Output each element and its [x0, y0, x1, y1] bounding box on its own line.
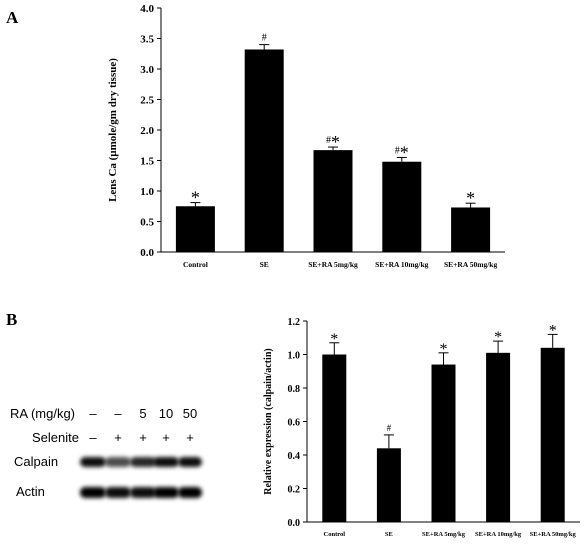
ra-dose-value: 5: [139, 406, 146, 421]
y-tick-label: 0.4: [288, 451, 301, 462]
bar: [376, 448, 401, 522]
actin-band: [80, 487, 106, 498]
ra-dose-value: –: [89, 406, 97, 421]
bar: [486, 352, 511, 522]
significance-marker: #*: [395, 142, 409, 162]
ra-dose-value: 10: [159, 406, 173, 421]
calpain-band: [178, 457, 202, 467]
y-axis-label: Lens Ca (µmole/gm dry tissue): [107, 58, 119, 202]
bar: [540, 347, 565, 522]
y-tick-label: 1.0: [288, 351, 301, 362]
ra-dose-value: –: [114, 406, 122, 421]
y-tick-label: 1.5: [140, 156, 154, 168]
y-tick-label: 0.5: [140, 217, 154, 229]
x-category-label: SE+RA 5mg/kg: [422, 531, 466, 538]
selenite-row-label: Selenite: [32, 430, 79, 445]
x-category-label: Control: [183, 260, 208, 269]
y-tick-label: 0.0: [288, 518, 301, 529]
y-tick-label: 1.2: [288, 317, 301, 328]
panel-b-label: B: [6, 310, 17, 329]
y-tick-label: 0.0: [140, 247, 154, 259]
x-category-label: SE+RA 5mg/kg: [308, 260, 358, 269]
selenite-value: –: [89, 430, 97, 445]
calpain-expression-chart: 0.0 0.2 0.4 0.6 0.8 1.0 1.2 Relative expression…: [263, 317, 580, 538]
actin-band: [178, 487, 202, 498]
significance-marker: #*: [326, 132, 340, 152]
actin-band: [153, 487, 179, 498]
lens-calcium-chart: 0.0 0.5 1.0 1.5 2.0 2.5 3.0 3.5 4.0 Lens Ca (µmol…: [107, 3, 505, 269]
y-tick-label: 0.6: [288, 418, 301, 429]
calpain-band: [153, 457, 179, 467]
significance-marker: *: [440, 341, 448, 358]
bar: [175, 206, 215, 252]
bar: [451, 207, 491, 252]
x-category-label: SE+RA 10mg/kg: [475, 531, 522, 538]
significance-marker: #: [387, 423, 392, 433]
significance-marker: *: [494, 329, 502, 346]
y-tick-label: 0.8: [288, 384, 301, 395]
selenite-value: +: [162, 430, 170, 445]
ra-dose-value: 50: [183, 406, 197, 421]
ra-row-label: RA (mg/kg): [10, 406, 75, 421]
calpain-band-label: Calpain: [14, 454, 58, 469]
x-category-label: SE+RA 50mg/kg: [530, 531, 577, 538]
selenite-value: +: [139, 430, 147, 445]
y-tick-label: 0.2: [288, 485, 301, 496]
bar: [431, 364, 456, 522]
bar: [322, 354, 347, 522]
y-tick-label: 4.0: [140, 3, 154, 15]
y-tick-label: 3.0: [140, 64, 154, 76]
bar: [244, 49, 284, 253]
actin-band: [130, 487, 156, 498]
y-tick-label: 1.0: [140, 186, 154, 198]
actin-band: [105, 487, 131, 498]
calpain-band: [80, 457, 106, 467]
significance-marker: #: [262, 33, 267, 44]
significance-marker: *: [549, 322, 557, 339]
bar: [313, 150, 353, 252]
selenite-value: +: [114, 430, 122, 445]
calpain-band: [105, 457, 131, 467]
bar: [382, 161, 422, 252]
actin-band-label: Actin: [16, 484, 45, 499]
x-category-label: SE+RA 50mg/kg: [444, 260, 497, 269]
western-blot: RA (mg/kg) Selenite Calpain Actin – – 5 10 5…: [10, 406, 202, 499]
x-category-label: SE: [260, 260, 269, 269]
y-tick-label: 2.5: [140, 95, 154, 107]
significance-marker: *: [191, 188, 200, 208]
panel-a-label: A: [6, 8, 19, 27]
x-category-label: SE+RA 10mg/kg: [375, 260, 428, 269]
calpain-band: [130, 457, 156, 467]
y-tick-label: 3.5: [140, 34, 154, 46]
significance-marker: *: [466, 188, 475, 208]
y-axis-label: Relative expression (calpain/actin): [263, 348, 274, 494]
selenite-value: +: [186, 430, 194, 445]
significance-marker: *: [330, 331, 338, 348]
x-category-label: SE: [385, 531, 393, 538]
x-category-label: Control: [324, 531, 346, 538]
y-tick-label: 2.0: [140, 125, 154, 137]
